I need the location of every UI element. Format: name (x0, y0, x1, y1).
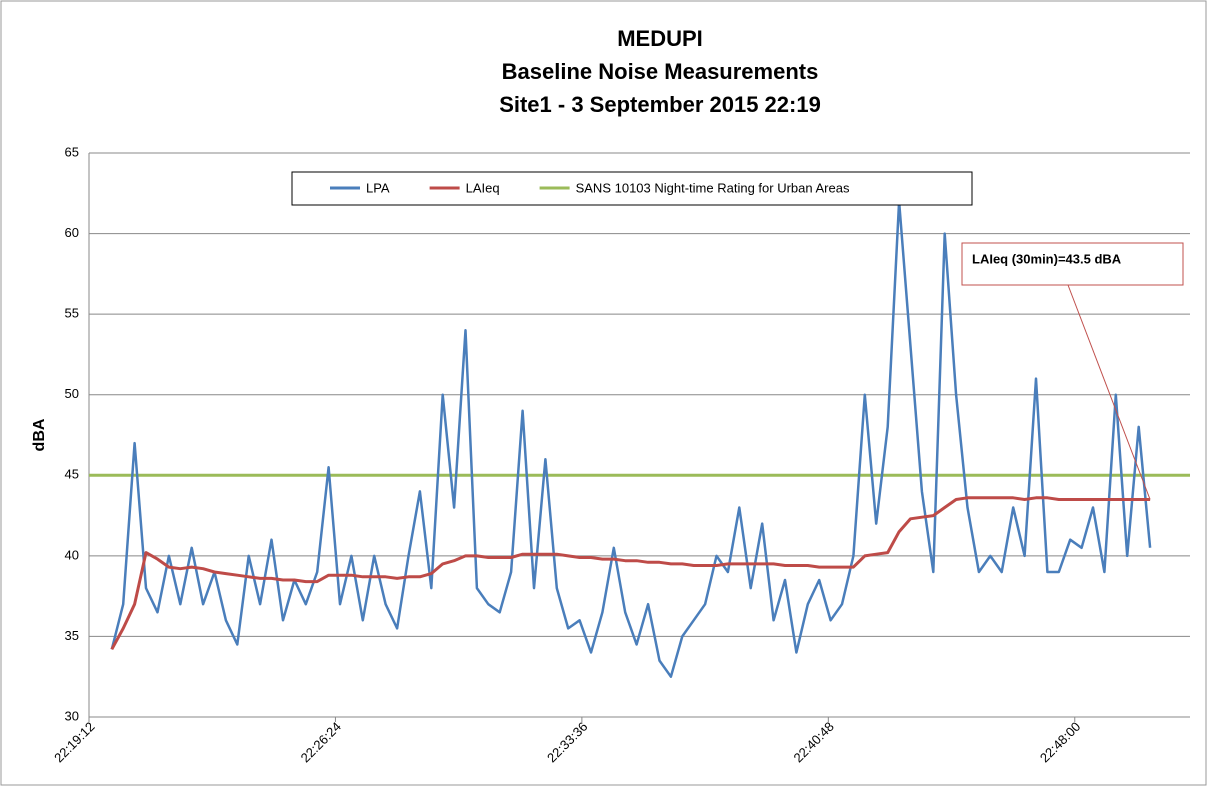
y-axis-label: dBA (31, 418, 48, 451)
y-tick-label: 60 (65, 225, 79, 240)
chart-title: MEDUPI (617, 26, 703, 51)
legend-label: LPA (366, 180, 390, 195)
legend-label: LAIeq (466, 180, 500, 195)
y-tick-label: 45 (65, 467, 79, 482)
annotation-leader (1067, 284, 1151, 500)
line-series (110, 200, 1152, 678)
y-tick-label: 35 (65, 628, 79, 643)
y-tick-label: 65 (65, 144, 79, 159)
y-tick-label: 55 (65, 306, 79, 321)
y-tick-label: 30 (65, 708, 79, 723)
annotation: LAIeq (30min)=43.5 dBA (972, 251, 1122, 266)
chart-title: Baseline Noise Measurements (502, 59, 819, 84)
y-tick-label: 40 (65, 547, 79, 562)
annotation-box (961, 242, 1184, 286)
chart-title: Site1 - 3 September 2015 22:19 (499, 92, 821, 117)
legend (291, 171, 973, 206)
legend-label: SANS 10103 Night-time Rating for Urban A… (576, 180, 850, 195)
line-series (110, 496, 1151, 651)
y-tick-label: 50 (65, 386, 79, 401)
